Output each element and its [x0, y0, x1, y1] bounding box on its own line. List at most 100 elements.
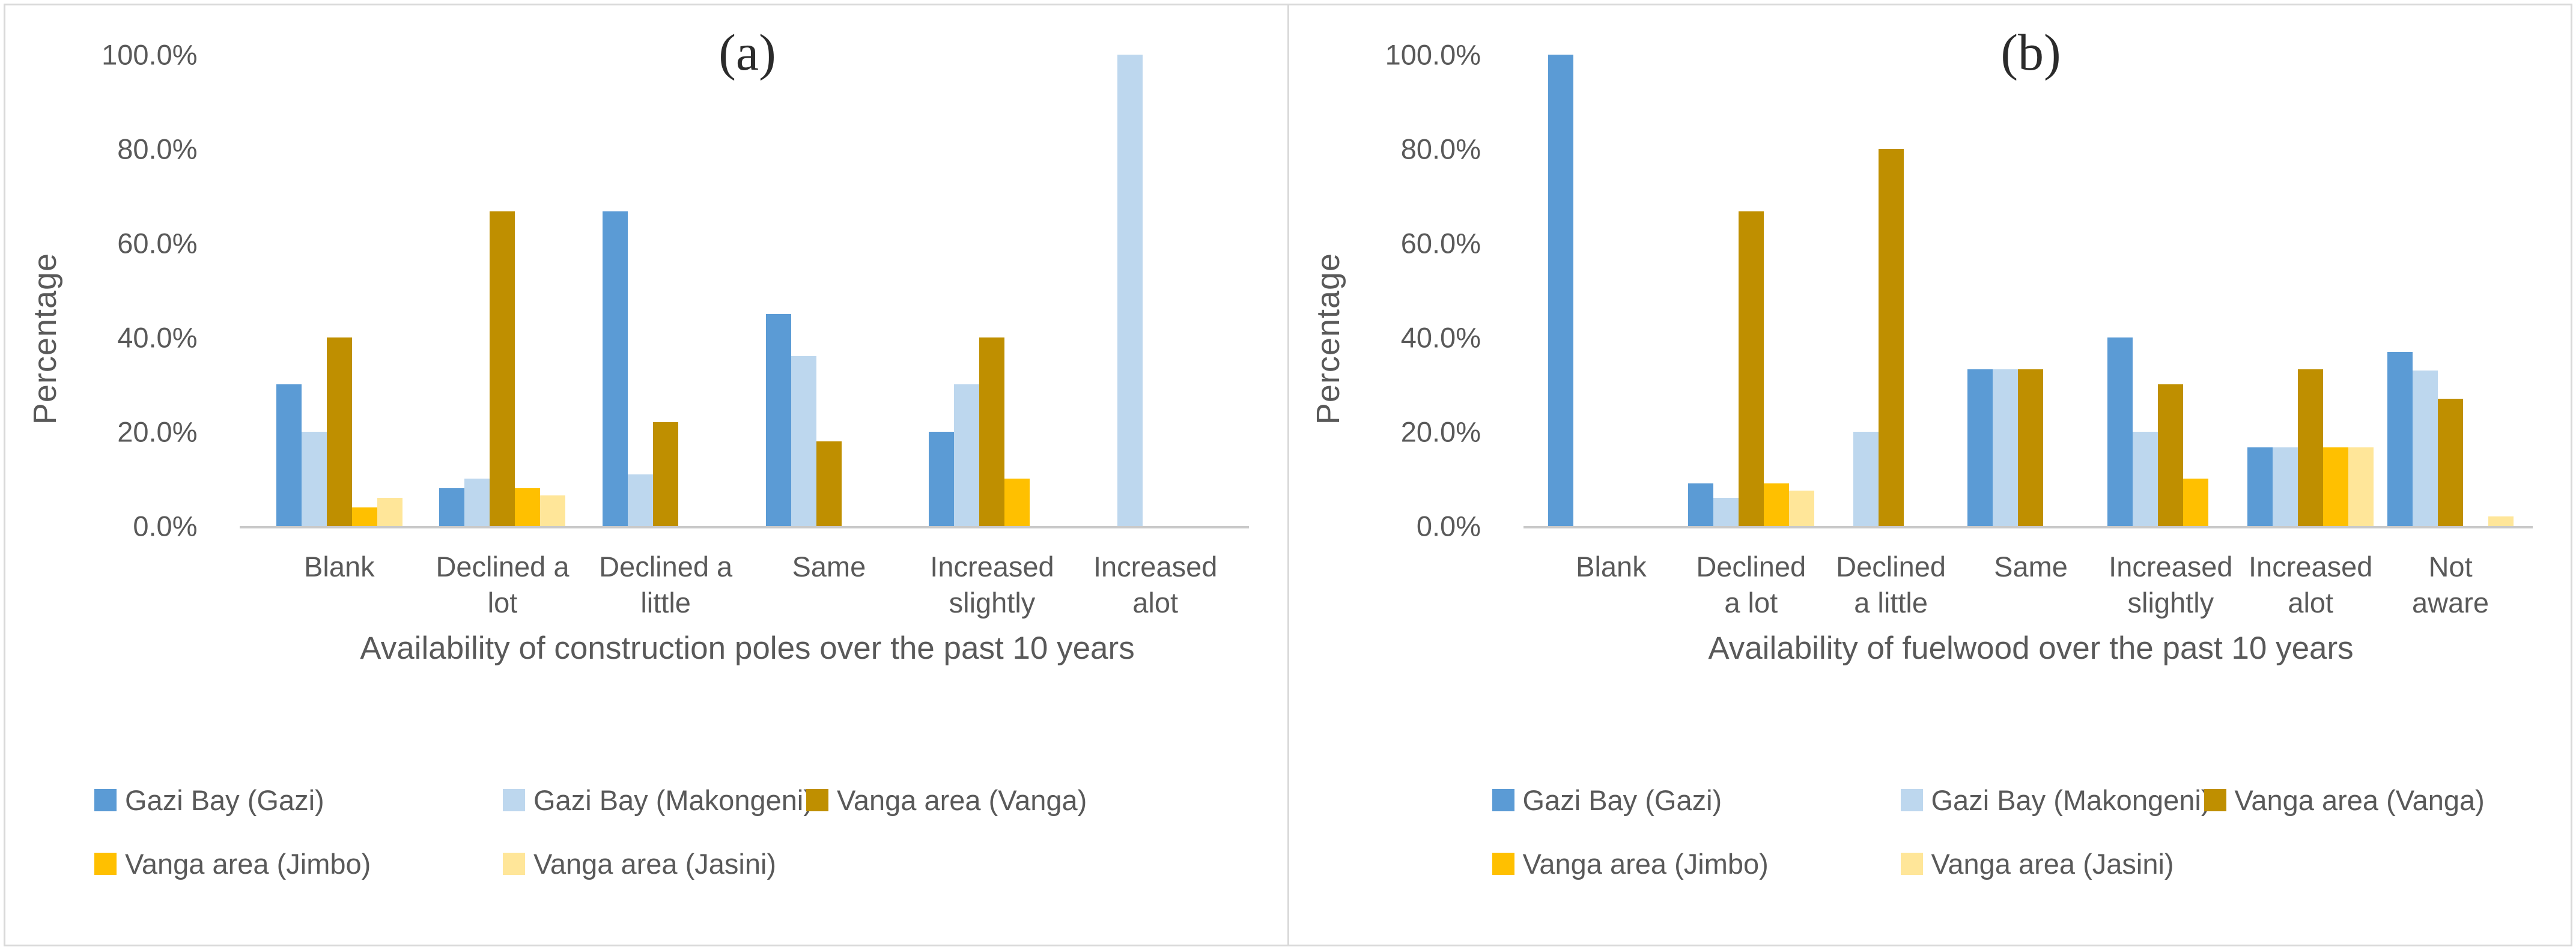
- x-axis-line: [240, 526, 1249, 528]
- x-axis-title: Availability of construction poles over …: [360, 631, 1135, 666]
- y-tick-label: 60.0%: [117, 227, 198, 259]
- legend-item-vanga-area-jasini: Vanga area (Jasini): [1900, 847, 2204, 880]
- x-axis-title: Availability of fuelwood over the past 1…: [1708, 631, 2354, 666]
- bar-gazi-bay-makongeni: [1713, 498, 1739, 526]
- category-label-line: Increased: [2109, 551, 2233, 582]
- legend-label: Vanga area (Jimbo): [125, 848, 371, 880]
- bar-vanga-area-jimbo: [1004, 479, 1030, 526]
- y-tick-label: 80.0%: [1400, 133, 1481, 165]
- category-label-line: Declined a: [436, 551, 570, 582]
- bar-vanga-area-vanga: [2018, 369, 2044, 526]
- category-label-line: Declined: [1836, 551, 1946, 582]
- bar-vanga-area-vanga: [490, 211, 515, 526]
- legend-item-gazi-bay-gazi: Gazi Bay (Gazi): [94, 784, 503, 817]
- category-label-line: slightly: [949, 587, 1036, 619]
- bar-vanga-area-vanga: [653, 422, 679, 526]
- category-label-line: Same: [1994, 551, 2068, 582]
- category-label-line: Increased: [930, 551, 1054, 582]
- category-label-line: a little: [1854, 587, 1928, 619]
- bar-group-increased-alot: [1074, 55, 1237, 526]
- category-label-same: Same: [1961, 549, 2101, 585]
- legend-row-1: Gazi Bay (Gazi) Gazi Bay (Makongeni) Vanga…: [1289, 784, 2571, 817]
- bar-vanga-area-jasini: [377, 498, 402, 526]
- category-label-blank: Blank: [258, 549, 421, 585]
- y-tick-label: 20.0%: [1400, 416, 1481, 448]
- bar-gazi-bay-makongeni: [2413, 371, 2438, 526]
- bar-group-increased-slightly: [2101, 55, 2241, 526]
- bar-gazi-bay-makongeni: [1853, 432, 1879, 526]
- bar-vanga-area-jimbo: [1763, 483, 1789, 526]
- legend-label: Gazi Bay (Gazi): [1522, 784, 1722, 816]
- bar-gazi-bay-gazi: [603, 211, 628, 526]
- legend-label: Gazi Bay (Gazi): [125, 784, 324, 816]
- legend-item-vanga-area-vanga: Vanga area (Vanga): [806, 784, 1087, 817]
- figure-container: (a) Percentage 0.0% 20.0% 40.0% 60.0% 80.0% 100…: [4, 4, 2572, 946]
- category-label-increased-slightly: Increased slightly: [911, 549, 1074, 621]
- y-tick-label: 0.0%: [1416, 510, 1481, 542]
- bar-vanga-area-vanga: [2438, 399, 2464, 526]
- bar-vanga-area-vanga: [326, 337, 352, 526]
- bar-gazi-bay-makongeni: [954, 384, 980, 526]
- chart-title: (b): [2000, 23, 2061, 81]
- legend-item-gazi-bay-makongeni: Gazi Bay (Makongeni): [503, 784, 813, 817]
- legend-label: Vanga area (Jasini): [1931, 848, 2174, 880]
- category-label-declined-a-lot: Declined a lot: [421, 549, 585, 621]
- bar-gazi-bay-makongeni: [2133, 432, 2158, 526]
- y-tick-label: 20.0%: [117, 416, 198, 448]
- category-label-declined-a-little: Declined a little: [584, 549, 747, 621]
- bar-gazi-bay-makongeni: [628, 474, 654, 526]
- legend-swatch-gazi-bay-makongeni: [503, 789, 525, 811]
- y-tick-label: 80.0%: [117, 133, 198, 165]
- bar-gazi-bay-makongeni: [464, 479, 490, 526]
- bar-gazi-bay-makongeni: [301, 432, 327, 526]
- category-label-increased-alot: Increased alot: [2241, 549, 2381, 621]
- bar-gazi-bay-makongeni: [1993, 369, 2019, 526]
- y-tick-label: 100.0%: [1385, 38, 1481, 71]
- legend-item-gazi-bay-makongeni: Gazi Bay (Makongeni): [1900, 784, 2210, 817]
- legend-label: Vanga area (Vanga): [2234, 784, 2485, 816]
- category-label-line: Not: [2428, 551, 2473, 582]
- bar-gazi-bay-gazi: [2387, 352, 2413, 526]
- bar-vanga-area-jasini: [1788, 491, 1814, 526]
- category-label-line: Blank: [1576, 551, 1647, 582]
- legend-row-2: Vanga area (Jimbo) Vanga area (Jasini): [5, 847, 1287, 880]
- bar-vanga-area-jasini: [2488, 516, 2514, 526]
- bar-group-declined-a-little: [1821, 55, 1961, 526]
- bar-gazi-bay-gazi: [439, 488, 465, 526]
- bar-group-same: [1961, 55, 2101, 526]
- category-label-line: Declined a: [599, 551, 733, 582]
- chart-panel-b: (b) Percentage 0.0% 20.0% 40.0% 60.0% 80.0% 100…: [1289, 5, 2571, 945]
- legend-label: Vanga area (Vanga): [837, 784, 1087, 816]
- category-label-increased-slightly: Increased slightly: [2101, 549, 2241, 621]
- plot-area: [1542, 55, 2521, 526]
- category-label-line: Increased: [1093, 551, 1218, 582]
- bar-group-declined-a-little: [584, 55, 747, 526]
- legend-swatch-gazi-bay-gazi: [1492, 789, 1514, 811]
- legend-item-vanga-area-jimbo: Vanga area (Jimbo): [1492, 847, 1901, 880]
- bar-gazi-bay-gazi: [765, 314, 791, 526]
- bar-gazi-bay-makongeni: [791, 356, 816, 526]
- category-label-line: lot: [487, 587, 518, 619]
- legend-item-gazi-bay-gazi: Gazi Bay (Gazi): [1492, 784, 1901, 817]
- y-tick-label: 40.0%: [1400, 321, 1481, 354]
- legend-swatch-vanga-area-jasini: [503, 853, 525, 875]
- y-axis-title-text: Percentage: [1310, 252, 1347, 425]
- bar-gazi-bay-gazi: [1548, 55, 1573, 526]
- legend-label: Vanga area (Jimbo): [1522, 848, 1769, 880]
- category-label-declined-a-lot: Declined a lot: [1681, 549, 1821, 621]
- category-label-declined-a-little: Declined a little: [1821, 549, 1961, 621]
- y-tick-label: 40.0%: [117, 321, 198, 354]
- legend-label: Gazi Bay (Makongeni): [533, 784, 813, 816]
- legend-swatch-vanga-area-jasini: [1900, 853, 1923, 875]
- bar-vanga-area-jasini: [540, 495, 566, 526]
- bar-gazi-bay-gazi: [929, 432, 955, 526]
- bar-vanga-area-jimbo: [2183, 479, 2209, 526]
- category-label-blank: Blank: [1542, 549, 1681, 585]
- legend-swatch-vanga-area-vanga: [806, 789, 828, 811]
- y-tick-label: 100.0%: [102, 38, 198, 71]
- bar-vanga-area-vanga: [1738, 211, 1764, 526]
- legend-label: Gazi Bay (Makongeni): [1931, 784, 2211, 816]
- category-label-line: Same: [792, 551, 866, 582]
- bar-group-declined-a-lot: [1681, 55, 1821, 526]
- category-label-line: Blank: [304, 551, 375, 582]
